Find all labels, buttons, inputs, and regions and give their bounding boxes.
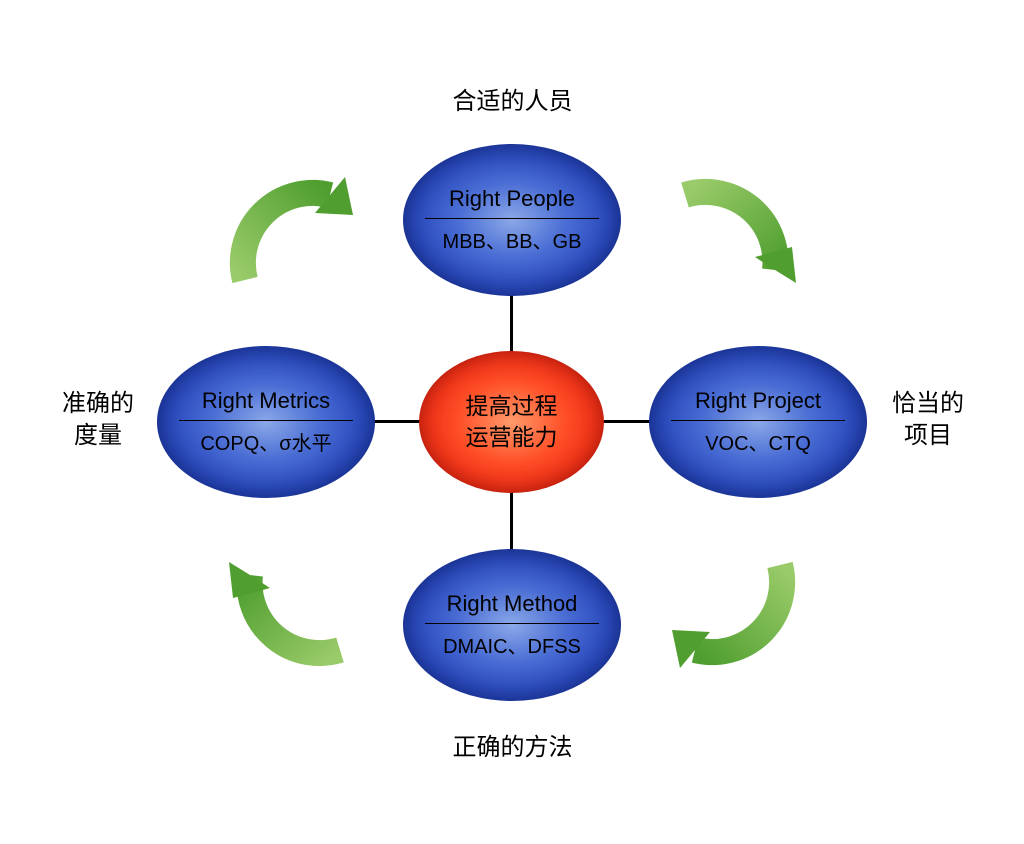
outer-label-bottom: 正确的方法 [440,732,585,764]
node-left-title: Right Metrics [179,388,353,420]
node-right-title: Right Project [671,388,845,420]
arrow-top-right [640,165,810,335]
center-node: 提高过程 运营能力 [419,351,604,493]
node-bottom: Right Method DMAIC、DFSS [403,549,621,701]
node-bottom-subtitle: DMAIC、DFSS [425,623,599,659]
node-top-subtitle: MBB、BB、GB [425,218,599,254]
arrow-bottom-left [215,510,385,680]
node-right: Right Project VOC、CTQ [649,346,867,498]
arrow-top-left [215,165,385,335]
node-left: Right Metrics COPQ、σ水平 [157,346,375,498]
outer-label-left: 准确的 度量 [48,388,148,453]
node-right-subtitle: VOC、CTQ [671,420,845,456]
outer-label-right: 恰当的 项目 [878,388,978,453]
node-top: Right People MBB、BB、GB [403,144,621,296]
center-text-line1: 提高过程 [466,391,558,422]
center-text-line2: 运营能力 [466,422,558,453]
node-top-title: Right People [425,186,599,218]
node-bottom-title: Right Method [425,591,599,623]
outer-label-top: 合适的人员 [440,86,585,118]
arrow-bottom-right [640,510,810,680]
node-left-subtitle: COPQ、σ水平 [179,420,353,456]
cycle-diagram: 提高过程 运营能力 Right People MBB、BB、GB Right P… [0,0,1024,844]
